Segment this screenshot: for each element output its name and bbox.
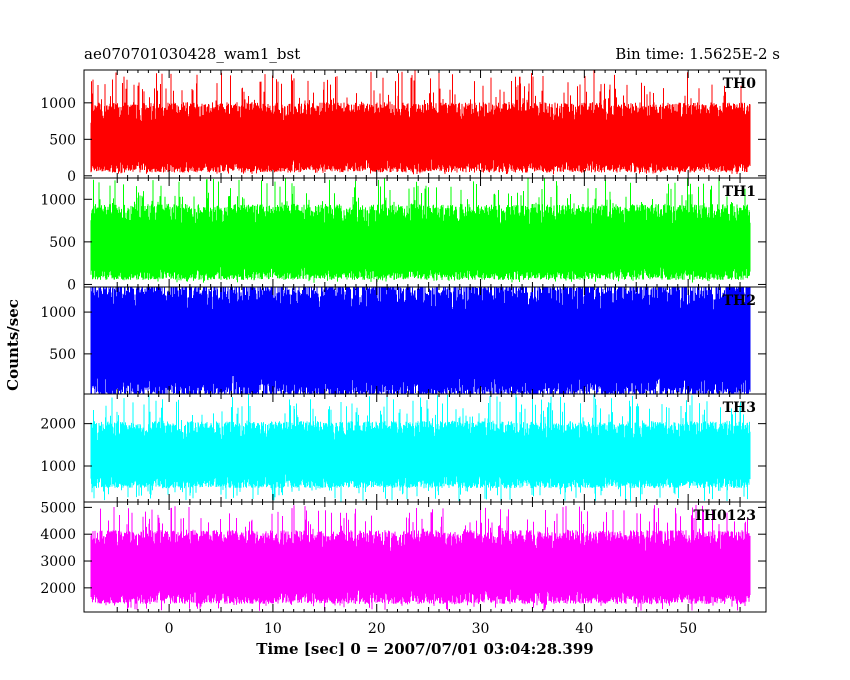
x-tick-label: 40 — [575, 621, 593, 637]
panel-label-th0123: TH0123 — [693, 508, 756, 524]
y-tick-label: 1000 — [40, 192, 76, 208]
panel-label-th1: TH1 — [723, 184, 756, 200]
y-tick-label: 500 — [49, 347, 76, 363]
y-axis-label: Counts/sec — [4, 299, 22, 391]
series-th0 — [90, 70, 751, 175]
series-th0123 — [90, 504, 751, 611]
panels-group: 0 500 1000 TH0 0 500 1000 TH1 500 1000 TH2 1000 2000… — [40, 69, 767, 613]
chart-title: ae070701030428_wam1_bst — [84, 45, 300, 63]
y-tick-label: 3000 — [40, 554, 76, 570]
y-tick-label: 0 — [67, 277, 76, 293]
series-th1 — [90, 178, 751, 283]
x-axis-label: Time [sec] 0 = 2007/07/01 03:04:28.399 — [256, 640, 593, 658]
y-tick-label: 1000 — [40, 96, 76, 112]
y-tick-label: 2000 — [40, 581, 76, 597]
x-tick-label: 0 — [165, 621, 174, 637]
series-th3 — [90, 394, 751, 502]
panel-label-th0: TH0 — [723, 76, 757, 92]
y-tick-label: 5000 — [40, 500, 76, 516]
panel-th0: 0 500 1000 TH0 — [40, 69, 767, 185]
x-tick-label: 20 — [368, 621, 386, 637]
y-tick-label: 500 — [49, 132, 76, 148]
panel-th3: 1000 2000 TH3 — [40, 393, 767, 503]
bin-time-label: Bin time: 1.5625E-2 s — [615, 45, 780, 63]
panel-frame — [83, 501, 767, 613]
panel-label-th2: TH2 — [723, 293, 756, 309]
x-tick-label: 30 — [472, 621, 490, 637]
y-tick-label: 1000 — [40, 305, 76, 321]
panel-th2: 500 1000 TH2 — [40, 286, 767, 395]
x-tick-label: 10 — [264, 621, 282, 637]
y-tick-label: 4000 — [40, 527, 76, 543]
x-tick-labels: 0 10 20 30 40 50 — [165, 621, 697, 637]
panel-th0123: 2000 3000 4000 5000 TH0123 — [40, 500, 767, 613]
y-tick-label: 1000 — [40, 459, 76, 475]
panel-th1: 0 500 1000 TH1 — [40, 177, 767, 293]
panel-label-th3: TH3 — [723, 400, 756, 416]
x-tick-label: 50 — [679, 621, 697, 637]
y-tick-label: 0 — [67, 169, 76, 185]
y-tick-label: 2000 — [40, 417, 76, 433]
series-th2 — [90, 287, 751, 394]
y-tick-label: 500 — [49, 235, 76, 251]
